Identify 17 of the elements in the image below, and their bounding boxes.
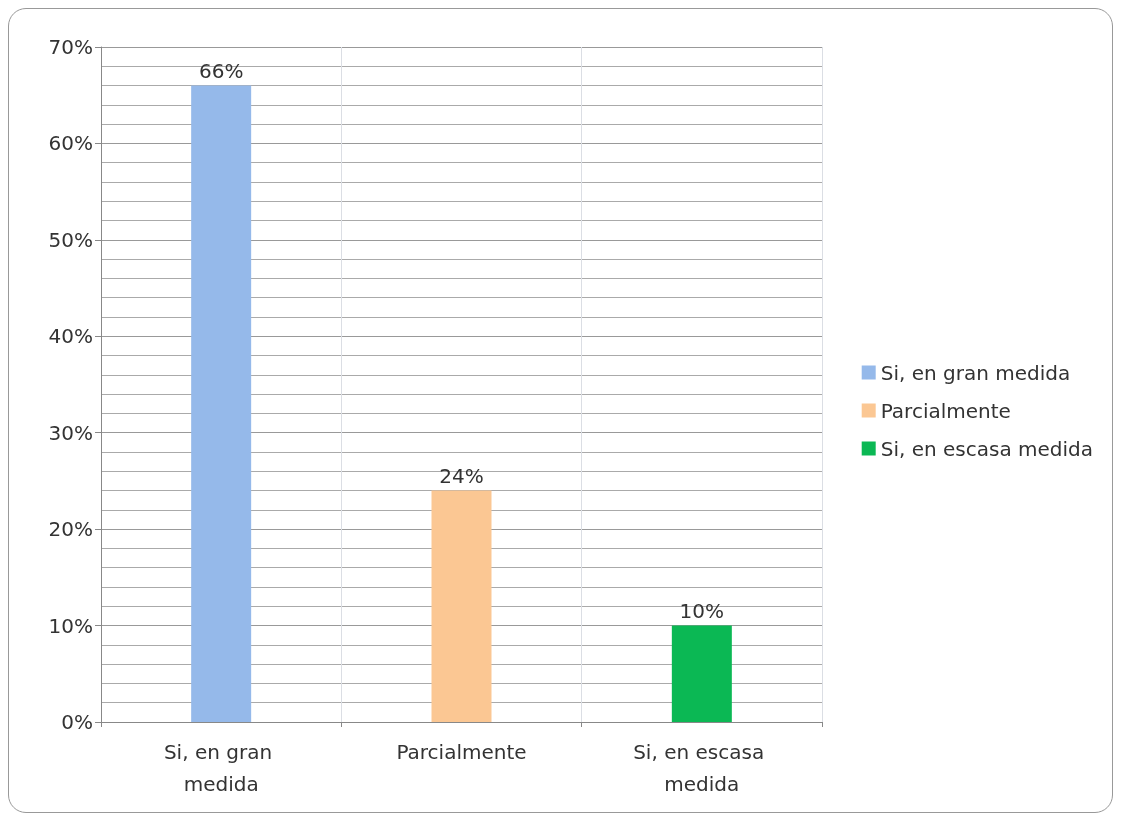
legend-label: Parcialmente bbox=[880, 398, 1011, 423]
y-tick-label: 70% bbox=[48, 35, 93, 59]
y-tick-label: 30% bbox=[48, 420, 93, 445]
data-label: 24% bbox=[439, 463, 484, 488]
x-tick-label: Si, en escasa medida bbox=[633, 740, 771, 796]
y-tick-label: 60% bbox=[48, 131, 93, 156]
legend-label: Si, en escasa medida bbox=[880, 436, 1094, 461]
y-tick-label: 10% bbox=[48, 613, 93, 638]
data-label: 66% bbox=[198, 58, 244, 83]
data-label: 10% bbox=[679, 598, 725, 623]
x-tick-label: Parcialmente bbox=[396, 740, 527, 764]
y-tick-label: 0% bbox=[61, 710, 93, 734]
y-tick-label: 20% bbox=[48, 517, 93, 542]
y-tick-label: 40% bbox=[48, 324, 93, 349]
x-tick-label: Si, en gran medida bbox=[163, 740, 279, 796]
legend-label: Si, en gran medida bbox=[880, 360, 1071, 385]
y-tick-label: 50% bbox=[48, 227, 93, 252]
